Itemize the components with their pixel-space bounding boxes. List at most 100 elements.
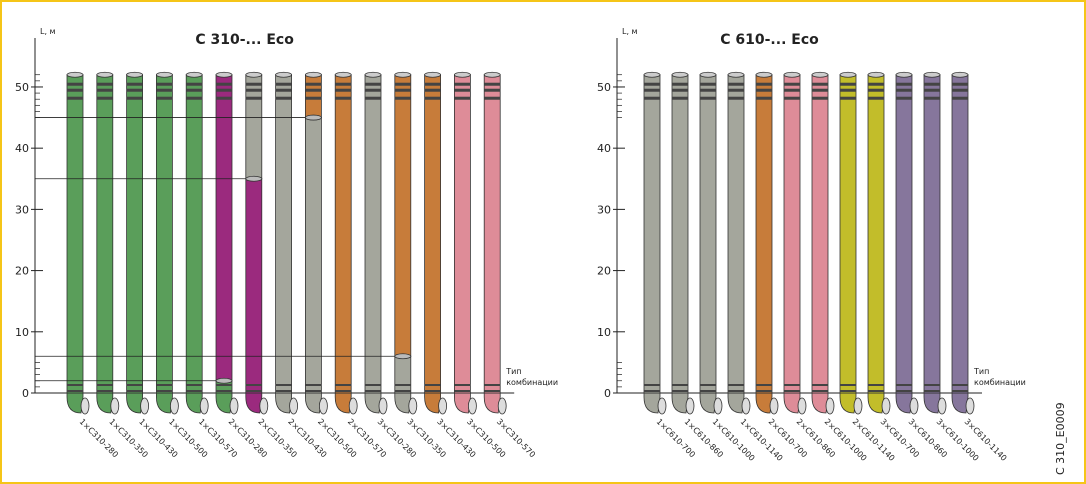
pipe-ring — [700, 96, 716, 100]
pipe-ring — [672, 384, 688, 386]
pipe-ring — [700, 82, 716, 86]
pipe-segment — [839, 74, 857, 394]
pipe-top — [126, 71, 144, 78]
pipe-ring — [868, 96, 884, 100]
pipe-ring — [896, 96, 912, 100]
pipe-ring — [896, 390, 912, 392]
pipe-ring — [394, 88, 411, 92]
pipe-top — [811, 71, 829, 78]
pipe-ring — [924, 384, 940, 386]
pipe-end — [937, 397, 947, 415]
pipe-ring — [424, 384, 441, 386]
pipe-ring — [394, 390, 411, 392]
pipe-end — [140, 397, 150, 415]
pipe-ring — [644, 384, 660, 386]
figure-code: C 310_E0009 — [1054, 402, 1067, 475]
pipe-ring — [126, 88, 143, 92]
pipe-segment — [126, 74, 143, 394]
pipe-ring — [67, 384, 83, 386]
pipe-top — [699, 71, 717, 78]
pipe-ring — [868, 390, 884, 392]
pipe-segment — [155, 74, 173, 394]
pipe-ring — [728, 384, 744, 386]
pipe-ring — [812, 384, 828, 386]
pipe-ring — [245, 88, 262, 92]
y-tick-label: 20 — [597, 265, 611, 278]
pipe-ring — [275, 96, 292, 100]
y-tick-label: 50 — [597, 81, 611, 94]
pipe-segment — [783, 74, 801, 394]
pipe-ring — [186, 384, 203, 386]
pipe-segment — [394, 355, 412, 394]
pipe-top — [755, 71, 773, 78]
pipe-ring — [784, 96, 800, 100]
pipe-ring — [812, 82, 828, 86]
y-tick-label: 20 — [15, 265, 29, 278]
pipe-ring — [896, 88, 912, 92]
pipe-ring — [454, 82, 471, 86]
pipe-ring — [784, 384, 800, 386]
pipe-ring — [700, 390, 716, 392]
pipe-ring — [454, 384, 471, 386]
pipe-ring — [245, 390, 262, 392]
pipe-ring — [275, 82, 292, 86]
pipe-end — [769, 397, 779, 415]
pipe-ring — [672, 96, 688, 100]
pipe-segment — [895, 74, 913, 394]
pipe-ring — [126, 390, 143, 392]
pipe-ring — [275, 384, 292, 386]
pipe-ring — [96, 88, 113, 92]
y-tick-label: 0 — [604, 387, 611, 400]
pipe-ring — [424, 88, 441, 92]
y-tick-label: 10 — [15, 326, 29, 339]
pipe-segment — [394, 74, 412, 357]
pipe-end — [685, 397, 695, 415]
pipe-end — [408, 397, 418, 415]
pipe-end — [909, 397, 919, 415]
pipe-ring — [896, 384, 912, 386]
pipe-segment — [951, 74, 969, 394]
pipe-ring — [394, 96, 411, 100]
pipe-ring — [96, 390, 113, 392]
pipe-end — [497, 397, 507, 415]
y-tick-label: 0 — [22, 387, 29, 400]
pipe-ring — [644, 96, 660, 100]
pipe-ring — [305, 82, 322, 86]
pipe-ring — [67, 82, 83, 86]
pipe-end — [741, 397, 751, 415]
pipe-top — [783, 71, 801, 78]
pipe-ring — [424, 82, 441, 86]
pipe-ring — [365, 96, 381, 100]
pipe-segment — [245, 178, 263, 394]
pipe-ring — [305, 384, 322, 386]
pipe-top — [671, 71, 689, 78]
pipe-top — [96, 71, 114, 78]
y-tick-label: 50 — [15, 81, 29, 94]
pipe-ring — [275, 390, 292, 392]
pipe-segment — [699, 74, 717, 394]
pipe-ring — [952, 96, 968, 100]
pipe-end — [378, 397, 388, 415]
pipe-ring — [756, 96, 772, 100]
pipe-end — [853, 397, 863, 415]
pipe-ring — [67, 96, 83, 100]
pipe-top — [951, 71, 969, 78]
pipe-segment — [923, 74, 941, 394]
pipe-ring — [728, 82, 744, 86]
pipe-segment — [671, 74, 689, 394]
pipe-ring — [365, 384, 381, 386]
pipe-ring — [784, 82, 800, 86]
pipe-ring — [644, 88, 660, 92]
pipe-ring — [840, 88, 856, 92]
pipe-top — [895, 71, 913, 78]
pipe-segment — [275, 74, 293, 394]
pipe-ring — [126, 82, 143, 86]
pipe-ring — [952, 82, 968, 86]
pipe-end — [318, 397, 328, 415]
pipe-ring — [335, 82, 352, 86]
pipe-ring — [67, 390, 83, 392]
pipe-ring — [424, 96, 441, 100]
pipe-ring — [840, 390, 856, 392]
pipe-ring — [305, 390, 322, 392]
